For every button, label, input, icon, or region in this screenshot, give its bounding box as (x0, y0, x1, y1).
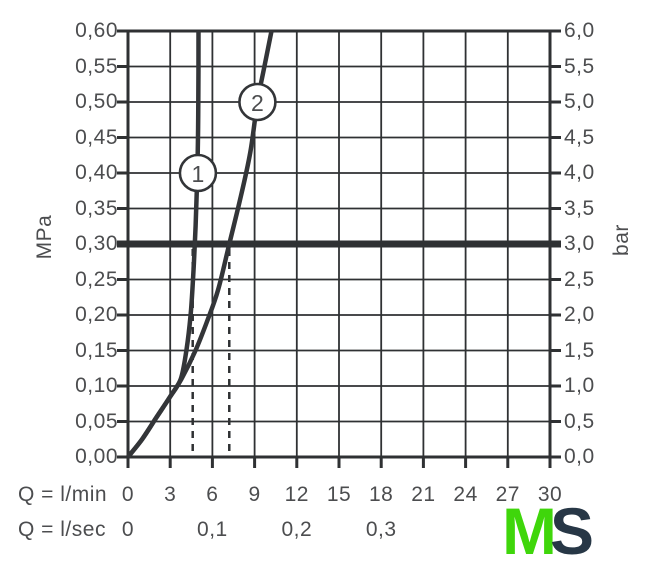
curve-1-marker (178, 153, 218, 193)
x-lsec-tick-label: 0,2 (281, 518, 313, 541)
y-left-tick-label: 0,45 (75, 125, 118, 149)
y-axis-left-title: MPa (33, 214, 56, 260)
y-left-tick-label: 0,30 (75, 232, 118, 255)
y-right-tick-label: 1,0 (564, 374, 595, 397)
y-left-tick-label: 0,55 (75, 54, 118, 78)
x-axis-lsec-title: Q = l/sec (18, 518, 106, 541)
y-right-tick-label: 3,5 (564, 196, 595, 220)
x-lmin-tick-label: 21 (411, 483, 436, 506)
y-right-tick-label: 6,0 (564, 19, 595, 42)
curve-1-marker-label: 1 (192, 161, 205, 187)
logo-letter-m: M (502, 494, 557, 568)
y-left-tick-label: 0,50 (75, 90, 118, 113)
y-right-tick-label: 5,0 (564, 90, 595, 113)
x-lmin-tick-label: 6 (206, 483, 219, 506)
x-lmin-tick-label: 30 (537, 483, 563, 506)
y-right-tick-label: 0,5 (564, 409, 595, 433)
x-lmin-tick-label: 24 (453, 483, 478, 506)
y-left-tick-label: 0,20 (75, 303, 118, 326)
y-right-tick-label: 2,0 (564, 303, 595, 326)
y-right-tick-label: 1,5 (564, 338, 595, 362)
y-left-tick-label: 0,40 (75, 161, 118, 184)
curve-2-marker (238, 82, 277, 122)
x-lmin-tick-label: 15 (326, 483, 352, 506)
y-left-tick-label: 0,15 (75, 338, 118, 362)
x-lmin-tick-label: 3 (164, 483, 177, 506)
ms-logo: MS (502, 498, 594, 564)
x-lmin-tick-label: 27 (495, 483, 520, 506)
x-lmin-tick-label: 12 (284, 483, 309, 506)
x-lmin-tick-label: 0 (121, 483, 135, 506)
y-left-tick-label: 0,25 (75, 267, 118, 291)
y-right-tick-label: 4,5 (564, 125, 595, 149)
y-right-tick-label: 4,0 (564, 161, 595, 184)
y-left-tick-label: 0,60 (75, 19, 118, 42)
y-right-tick-label: 2,5 (564, 267, 595, 291)
y-left-tick-label: 0,35 (75, 196, 118, 220)
x-lsec-tick-label: 0 (121, 518, 135, 541)
y-right-tick-label: 0,0 (564, 445, 595, 468)
y-axis-right-title: bar (610, 224, 633, 256)
y-left-tick-label: 0,10 (75, 374, 118, 397)
x-axis-lmin-title: Q = l/min (18, 483, 108, 506)
y-left-tick-label: 0,05 (75, 409, 118, 433)
curve-2-marker-label: 2 (251, 90, 264, 116)
logo-letter-s: S (549, 494, 595, 568)
y-left-tick-label: 0,00 (75, 445, 118, 468)
x-lmin-tick-label: 18 (369, 483, 394, 506)
x-lsec-tick-label: 0,1 (197, 518, 228, 541)
y-right-tick-label: 5,5 (564, 54, 595, 78)
y-right-tick-label: 3,0 (564, 232, 595, 255)
x-lsec-tick-label: 0,3 (365, 518, 397, 541)
x-lmin-tick-label: 9 (248, 483, 261, 506)
